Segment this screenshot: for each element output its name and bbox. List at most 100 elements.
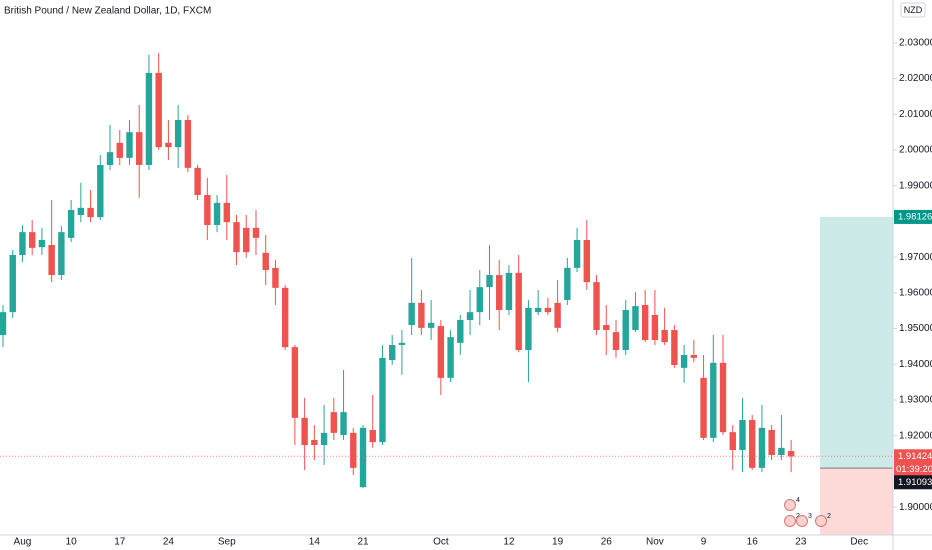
candle-body bbox=[301, 417, 308, 445]
candle-body bbox=[145, 72, 153, 165]
y-tick-label: 1.99000 bbox=[899, 180, 932, 191]
y-tick-label: 1.96000 bbox=[899, 287, 932, 298]
candle-body bbox=[58, 232, 65, 275]
candle-body bbox=[272, 267, 279, 288]
candle-body bbox=[106, 152, 114, 165]
candle-body bbox=[749, 420, 756, 468]
loss-zone bbox=[820, 468, 893, 535]
plot-area bbox=[0, 52, 893, 535]
candle-body bbox=[418, 302, 425, 328]
candle-body bbox=[262, 252, 269, 270]
candle-body bbox=[671, 330, 678, 365]
candle-body bbox=[778, 447, 785, 455]
candle-body bbox=[19, 232, 26, 255]
y-tick-label: 2.01000 bbox=[899, 109, 932, 120]
candle-body bbox=[690, 355, 698, 358]
currency-label[interactable]: NZD bbox=[904, 5, 923, 15]
y-tick-label: 1.97000 bbox=[899, 252, 932, 263]
candle-body bbox=[213, 202, 221, 225]
event-marker bbox=[784, 515, 796, 527]
candle-body bbox=[87, 207, 94, 218]
candle-body bbox=[233, 222, 240, 253]
event-count: 2 bbox=[796, 513, 800, 520]
event-marker bbox=[784, 499, 796, 511]
candle-body bbox=[496, 275, 503, 310]
current-price-label: 1.91424 bbox=[898, 451, 932, 462]
y-tick-label: 1.92000 bbox=[899, 430, 932, 441]
candle-body bbox=[525, 307, 532, 350]
x-tick-label: Nov bbox=[646, 537, 664, 548]
currency-button[interactable] bbox=[900, 2, 926, 18]
candle-body bbox=[476, 287, 483, 313]
candle-body bbox=[398, 342, 406, 345]
x-tick-label: 16 bbox=[747, 537, 759, 548]
candle-body bbox=[651, 315, 659, 340]
candle-body bbox=[291, 347, 299, 418]
candle-body bbox=[486, 275, 493, 288]
x-tick-label: Dec bbox=[850, 537, 868, 548]
event-marker bbox=[796, 515, 808, 527]
candle-body bbox=[28, 232, 36, 248]
y-tick-label: 1.94000 bbox=[899, 359, 932, 370]
candle-body bbox=[350, 432, 357, 468]
chart-title: British Pound / New Zealand Dollar, 1D, … bbox=[4, 6, 211, 17]
x-tick-label: 14 bbox=[309, 537, 321, 548]
candle-body bbox=[408, 302, 415, 325]
event-count: 2 bbox=[827, 513, 831, 520]
candle-body bbox=[710, 362, 717, 438]
candle-body bbox=[330, 412, 338, 433]
event-count: 4 bbox=[796, 497, 800, 504]
target-label: 1.98126 bbox=[898, 211, 932, 222]
candle-body bbox=[155, 72, 162, 148]
candle-body bbox=[379, 357, 386, 443]
candle-body bbox=[184, 120, 192, 168]
candle-body bbox=[252, 227, 260, 238]
candle-body bbox=[48, 245, 55, 275]
candle-body bbox=[466, 312, 474, 320]
candle-body bbox=[739, 420, 746, 450]
event-count: 3 bbox=[808, 513, 812, 520]
candle-body bbox=[116, 142, 123, 158]
candle-body bbox=[719, 362, 727, 433]
y-tick-label: 1.90000 bbox=[899, 502, 932, 513]
candle-body bbox=[126, 132, 133, 158]
candle-body bbox=[544, 307, 552, 313]
candle-body bbox=[534, 307, 542, 313]
countdown-label: 01:39:20 bbox=[896, 464, 932, 475]
candle-body bbox=[194, 167, 201, 195]
candle-body bbox=[758, 427, 766, 468]
current-price-box bbox=[894, 449, 932, 477]
candle-body bbox=[554, 302, 561, 328]
x-tick-label: Oct bbox=[433, 537, 449, 548]
candle-body bbox=[389, 345, 396, 360]
candle-body bbox=[680, 355, 688, 368]
y-tick-label: 2.03000 bbox=[899, 37, 932, 48]
candle-body bbox=[573, 240, 581, 268]
candle-body bbox=[661, 330, 668, 343]
candle-body bbox=[38, 240, 46, 248]
candle-body bbox=[437, 326, 445, 378]
x-tick-label: 21 bbox=[357, 537, 369, 548]
candle-body bbox=[320, 432, 328, 445]
candle-body bbox=[612, 332, 620, 350]
y-tick-label: 1.93000 bbox=[899, 395, 932, 406]
candle-body bbox=[505, 272, 513, 310]
candle-body bbox=[583, 240, 590, 283]
candle-body bbox=[67, 210, 75, 238]
candle-body bbox=[641, 305, 649, 340]
candle-body bbox=[97, 165, 104, 218]
candle-body bbox=[311, 440, 318, 445]
candle-body bbox=[427, 322, 435, 328]
event-marker bbox=[815, 515, 827, 527]
candle-body bbox=[204, 195, 211, 225]
y-tick-label: 1.95000 bbox=[899, 323, 932, 334]
y-tick-label: 2.00000 bbox=[899, 145, 932, 156]
candle-body bbox=[787, 451, 795, 457]
candle-body bbox=[243, 227, 250, 253]
candle-body bbox=[0, 312, 7, 335]
candle-body bbox=[136, 132, 143, 165]
candle-body bbox=[9, 255, 16, 313]
x-tick-label: 19 bbox=[552, 537, 564, 548]
x-tick-label: Aug bbox=[14, 537, 32, 548]
